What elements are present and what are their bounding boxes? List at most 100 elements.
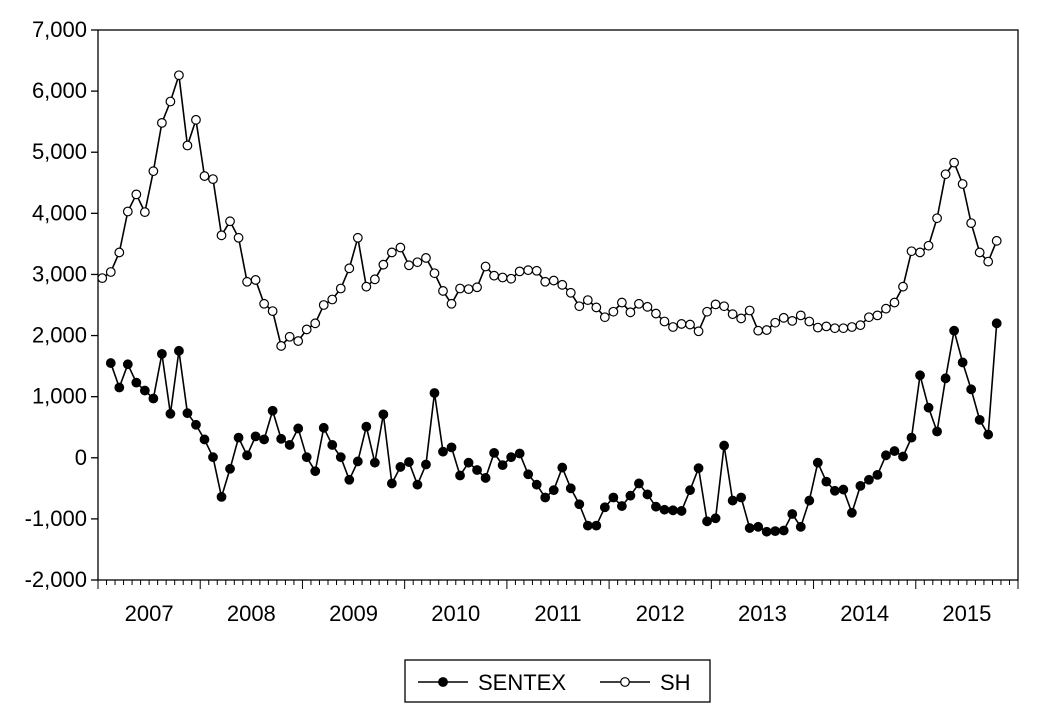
data-point: [225, 216, 235, 227]
data-point: [574, 301, 585, 312]
data-point: [386, 247, 397, 258]
data-point: [318, 422, 329, 433]
data-point: [548, 485, 559, 496]
data-point: [540, 276, 551, 287]
x-tick-label: 2008: [227, 601, 276, 626]
data-point: [293, 336, 304, 346]
legend: SENTEX SH: [404, 659, 711, 703]
data-point: [906, 432, 917, 443]
data-point: [259, 298, 270, 309]
data-point: [770, 526, 781, 537]
data-point: [608, 492, 619, 503]
data-point: [276, 433, 287, 444]
data-point: [386, 478, 397, 489]
data-point: [659, 316, 670, 327]
data-point: [651, 501, 661, 512]
data-point: [864, 474, 874, 485]
data-point: [199, 171, 210, 181]
data-point: [480, 473, 491, 483]
data-point: [429, 268, 440, 279]
data-point: [616, 501, 627, 511]
data-point: [685, 485, 695, 496]
data-point: [497, 460, 508, 471]
data-point: [97, 273, 108, 284]
data-point: [165, 408, 176, 419]
data-point: [352, 232, 363, 243]
data-point: [846, 322, 857, 332]
data-point: [489, 447, 500, 458]
data-point: [472, 465, 482, 475]
x-tick-label: 2009: [329, 601, 378, 626]
data-point: [634, 478, 644, 489]
y-axis: -2,000 -1,000 0 1,000 2,000 3,000 4,000 5,000 6,…: [25, 17, 98, 592]
data-point: [378, 259, 389, 270]
data-point: [404, 457, 414, 467]
data-point: [838, 484, 849, 495]
y-tick-label: -1,000: [25, 506, 87, 531]
data-point: [284, 331, 295, 342]
data-point: [523, 265, 534, 276]
data-point: [395, 462, 406, 472]
data-point: [727, 309, 738, 320]
data-point: [156, 117, 167, 128]
data-point: [361, 421, 372, 432]
data-point: [710, 513, 721, 524]
data-point: [915, 370, 925, 381]
series-line-sh: [101, 74, 998, 348]
data-point: [668, 322, 678, 332]
data-point: [557, 462, 568, 473]
data-point: [932, 426, 942, 437]
y-tick-label: 2,000: [32, 323, 87, 348]
y-tick-label: 3,000: [32, 261, 87, 286]
data-point: [310, 318, 321, 329]
y-tick-label: -2,000: [25, 567, 87, 592]
data-point: [139, 385, 150, 396]
data-point: [974, 247, 985, 258]
data-point: [795, 521, 806, 532]
data-point: [727, 495, 738, 506]
data-point: [327, 294, 338, 305]
data-point: [463, 457, 474, 468]
legend-item-sentex: SENTEX: [418, 670, 566, 695]
data-point: [369, 457, 380, 468]
data-point: [259, 434, 270, 445]
data-point: [344, 474, 355, 485]
data-point: [438, 286, 448, 296]
data-point: [242, 450, 252, 461]
data-point: [344, 263, 355, 274]
y-tick-label: 1,000: [32, 384, 87, 409]
data-point: [838, 323, 849, 334]
data-point: [131, 377, 142, 388]
data-point: [335, 452, 346, 463]
data-point: [744, 523, 755, 533]
data-point: [915, 247, 925, 258]
data-point: [787, 509, 798, 519]
legend-marker: [438, 677, 448, 687]
data-point: [557, 279, 568, 290]
data-point: [710, 299, 721, 310]
data-point: [412, 479, 423, 490]
data-point: [514, 266, 525, 277]
data-point: [872, 469, 883, 480]
series-sentex: [105, 318, 1002, 537]
data-point: [156, 348, 167, 359]
legend-item-sh: SH: [600, 670, 691, 695]
data-point: [233, 432, 244, 443]
data-point: [932, 213, 942, 224]
data-point: [352, 456, 363, 467]
data-point: [446, 298, 457, 309]
data-point: [276, 341, 287, 351]
data-point: [864, 312, 874, 323]
data-point: [565, 287, 576, 298]
legend-marker: [620, 677, 630, 687]
data-point: [753, 325, 764, 336]
x-tick-label: 2011: [534, 601, 581, 626]
data-point: [191, 114, 201, 125]
data-point: [438, 446, 448, 457]
data-point: [191, 419, 201, 430]
data-point: [702, 516, 712, 527]
data-point: [872, 310, 883, 321]
data-point: [267, 405, 278, 416]
data-point: [421, 459, 431, 470]
data-point: [139, 207, 150, 218]
